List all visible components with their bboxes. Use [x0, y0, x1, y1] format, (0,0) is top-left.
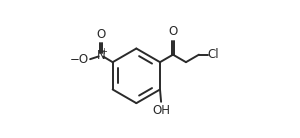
- Text: O: O: [168, 25, 178, 38]
- Text: −O: −O: [70, 53, 89, 66]
- Text: O: O: [96, 28, 106, 41]
- Text: Cl: Cl: [208, 48, 219, 61]
- Text: N: N: [97, 49, 105, 62]
- Text: +: +: [100, 47, 107, 56]
- Text: OH: OH: [152, 104, 170, 117]
